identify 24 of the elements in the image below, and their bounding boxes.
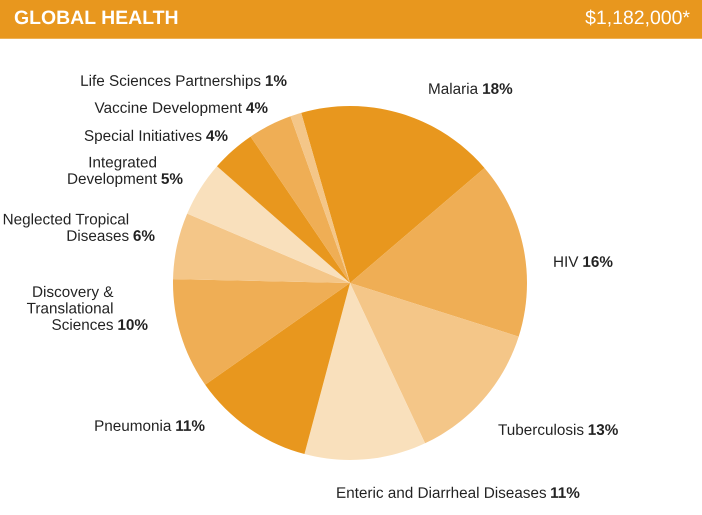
data-label: 18% — [483, 83, 512, 94]
data-label: 4% — [206, 130, 228, 141]
slice-label: Enteric and Diarrheal Diseases — [337, 486, 546, 498]
slice-label: Neglected Tropical Diseases — [4, 213, 129, 241]
slice-label: Malaria — [429, 82, 478, 94]
slice-label: Integrated Development — [68, 156, 157, 187]
chart-title: GLOBAL HEALTH — [14, 10, 178, 24]
data-label: 4% — [246, 102, 268, 113]
data-label: 10% — [118, 319, 148, 330]
chart-subtitle: $1,182,000* — [585, 10, 690, 27]
data-label: 1% — [266, 75, 287, 86]
slice-label: HIV — [554, 256, 578, 267]
slice-label: Discovery & Translational Sciences — [26, 286, 114, 330]
slice-label: Vaccine Development — [94, 102, 242, 116]
slice-label: Tuberculosis — [498, 424, 584, 435]
data-label: 6% — [133, 230, 155, 241]
data-label: 16% — [583, 256, 613, 267]
slice-label: Special Initiatives — [84, 130, 202, 144]
data-label: 13% — [588, 424, 618, 435]
slice-label: Life Sciences Partnerships — [81, 74, 260, 89]
slice-label: Pneumonia — [95, 420, 172, 431]
data-label: 11% — [176, 420, 205, 431]
data-label: 5% — [161, 173, 183, 184]
data-label: 11% — [551, 487, 580, 498]
